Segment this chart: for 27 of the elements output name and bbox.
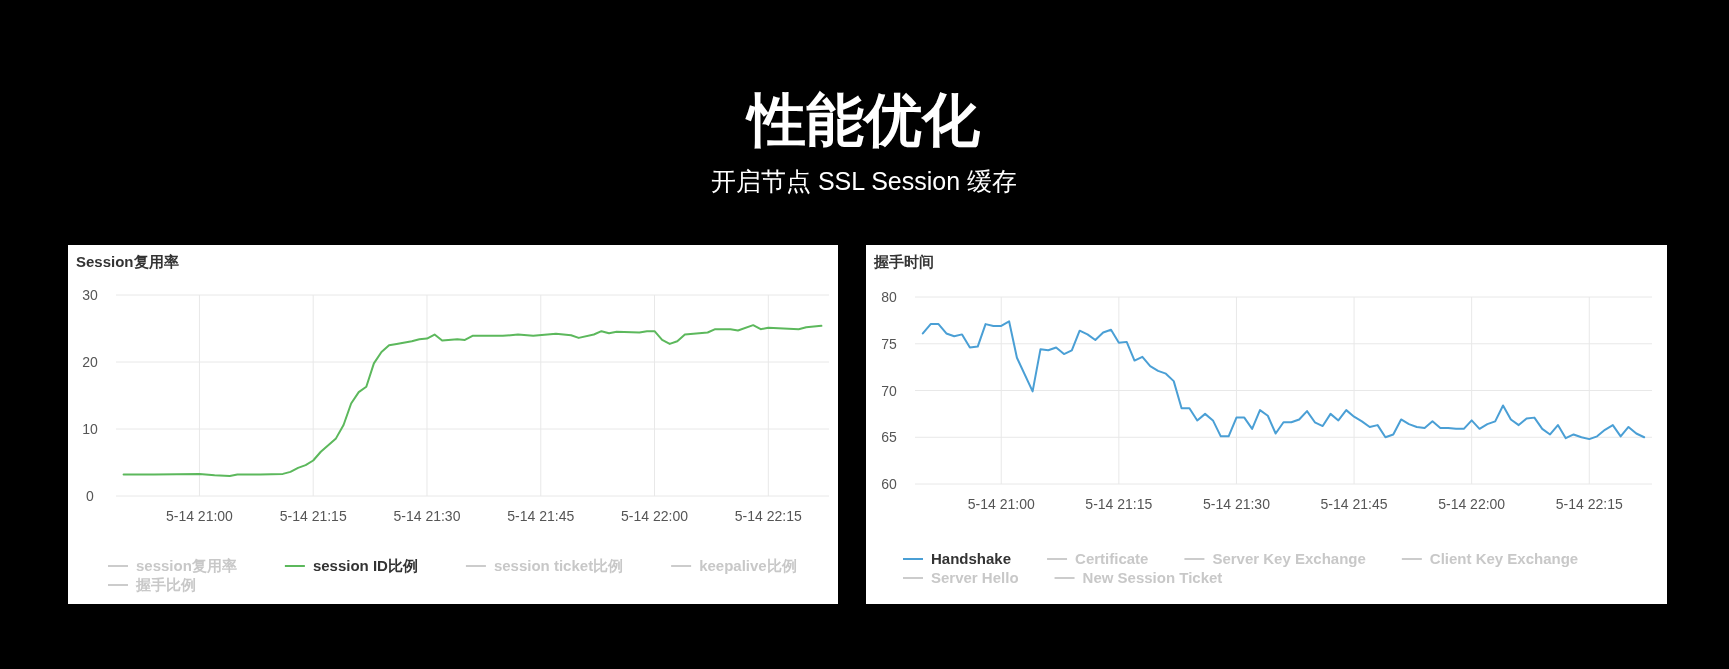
- x-tick-label: 5-14 21:45: [507, 508, 575, 524]
- chart-title: 握手时间: [873, 253, 934, 270]
- y-tick-label: 10: [82, 421, 98, 437]
- x-tick-label: 5-14 21:30: [1202, 496, 1271, 512]
- y-tick-label: 0: [86, 488, 95, 504]
- x-tick-label: 5-14 21:15: [279, 508, 347, 524]
- x-tick-label: 5-14 21:30: [393, 508, 461, 524]
- x-tick-label: 5-14 21:45: [1320, 496, 1388, 512]
- x-tick-label: 5-14 22:15: [734, 508, 802, 524]
- legend-label: session ID比例: [312, 557, 418, 574]
- x-tick-label: 5-14 22:00: [621, 508, 689, 524]
- y-tick-label: 20: [82, 354, 98, 370]
- x-tick-label: 5-14 22:15: [1555, 496, 1623, 512]
- x-tick-label: 5-14 22:00: [1438, 496, 1506, 512]
- y-tick-label: 65: [881, 429, 897, 446]
- chart-title: Session复用率: [76, 253, 179, 270]
- y-tick-label: 80: [881, 289, 897, 305]
- x-tick-label: 5-14 21:00: [967, 496, 1035, 512]
- y-tick-label: 70: [881, 382, 897, 399]
- y-tick-label: 60: [881, 476, 897, 492]
- x-tick-label: 5-14 21:15: [1085, 496, 1153, 512]
- text: 开启节点 SSL Session 缓存: [710, 167, 1018, 195]
- y-tick-label: 30: [82, 287, 98, 303]
- y-tick-label: 75: [881, 335, 897, 352]
- legend-label: Handshake: [931, 550, 1012, 567]
- text: 性能优化: [745, 87, 981, 152]
- x-tick-label: 5-14 21:00: [165, 508, 234, 524]
